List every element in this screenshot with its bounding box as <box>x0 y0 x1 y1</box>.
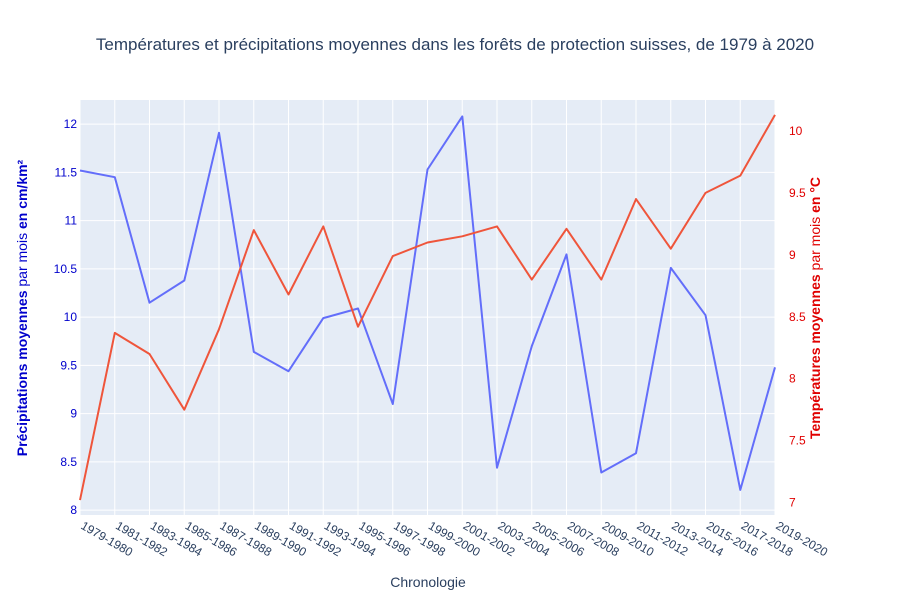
x-axis-ticks: 1979-19801981-19821983-19841985-19861987… <box>79 518 831 559</box>
right-tick-label: 8.5 <box>789 310 806 324</box>
left-tick-label: 8 <box>70 503 77 517</box>
right-tick-label: 7 <box>789 496 796 510</box>
right-axis-label: Températures moyennes par mois en °C <box>807 177 823 439</box>
left-tick-label: 9 <box>70 407 77 421</box>
right-axis-ticks: 7 7.5 8 8.5 9 9.5 10 <box>789 124 806 510</box>
left-tick-label: 10.5 <box>54 262 78 276</box>
right-tick-label: 7.5 <box>789 434 806 448</box>
left-axis-label: Précipitations moyennes par mois en cm/k… <box>14 159 30 456</box>
x-axis-label: Chronologie <box>390 574 466 590</box>
right-tick-label: 10 <box>789 124 803 138</box>
left-axis-ticks: 8 8.5 9 9.5 10 10.5 11 11.5 12 <box>54 117 78 517</box>
gridlines <box>79 100 776 515</box>
right-tick-label: 9 <box>789 248 796 262</box>
left-tick-label: 9.5 <box>60 358 77 372</box>
left-tick-label: 10 <box>64 310 78 324</box>
series-layer <box>79 114 776 501</box>
temperature-line <box>79 114 776 501</box>
precipitation-line <box>79 115 776 491</box>
chart-title: Températures et précipitations moyennes … <box>96 35 814 54</box>
left-tick-label: 8.5 <box>60 455 77 469</box>
left-tick-label: 12 <box>64 117 78 131</box>
right-tick-label: 8 <box>789 372 796 386</box>
right-tick-label: 9.5 <box>789 186 806 200</box>
left-tick-label: 11 <box>65 214 78 228</box>
left-tick-label: 11.5 <box>55 165 78 179</box>
